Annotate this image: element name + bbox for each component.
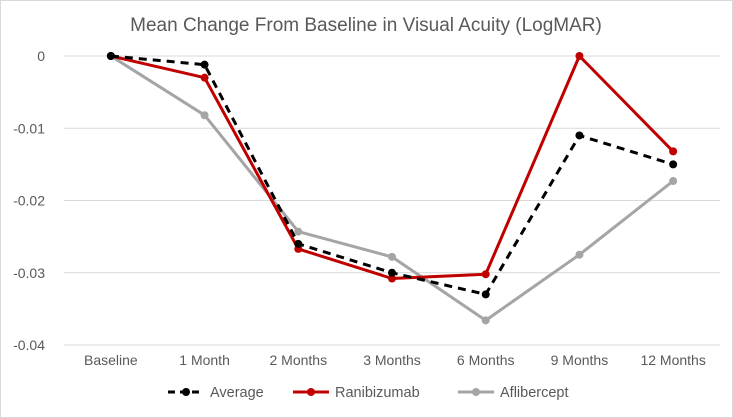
legend-item-aflibercept: Aflibercept bbox=[458, 385, 569, 401]
legend-marker bbox=[472, 388, 480, 396]
data-point bbox=[106, 52, 115, 60]
y-tick-label: 0 bbox=[37, 48, 45, 64]
data-point bbox=[575, 250, 584, 259]
data-point bbox=[481, 290, 490, 299]
legend-label: Aflibercept bbox=[500, 385, 569, 401]
x-tick-label: 3 Months bbox=[363, 352, 421, 368]
y-tick-label: -0.01 bbox=[13, 120, 45, 136]
y-tick-label: -0.03 bbox=[13, 265, 45, 281]
legend-marker bbox=[182, 388, 190, 396]
data-point bbox=[481, 270, 490, 279]
x-tick-label: 1 Month bbox=[179, 352, 230, 368]
series-aflibercept bbox=[106, 52, 678, 325]
data-point bbox=[669, 176, 678, 185]
data-point bbox=[669, 147, 678, 156]
series-line bbox=[109, 54, 675, 280]
x-tick-label: Baseline bbox=[84, 352, 138, 368]
x-tick-label: 12 Months bbox=[640, 352, 705, 368]
y-tick-label: -0.02 bbox=[13, 193, 45, 209]
data-point bbox=[388, 274, 396, 283]
data-point bbox=[575, 52, 584, 60]
series-ranibizumab bbox=[106, 52, 678, 283]
legend-item-ranibizumab: Ranibizumab bbox=[293, 385, 420, 401]
legend-marker bbox=[307, 388, 315, 396]
x-tick-label: 6 Months bbox=[457, 352, 515, 368]
y-axis-ticks: 0 -0.01 -0.02 -0.03 -0.04 bbox=[13, 48, 45, 353]
legend: Average Ranibizumab Aflibercept bbox=[168, 385, 569, 401]
data-point bbox=[669, 160, 678, 169]
x-tick-label: 2 Months bbox=[269, 352, 327, 368]
legend-label: Ranibizumab bbox=[335, 385, 420, 401]
data-point bbox=[200, 60, 209, 69]
data-point bbox=[388, 252, 396, 261]
data-point bbox=[200, 73, 209, 82]
series-lines bbox=[106, 52, 678, 325]
legend-item-average: Average bbox=[168, 385, 264, 401]
y-tick-label: -0.04 bbox=[13, 337, 45, 353]
data-point bbox=[575, 131, 584, 140]
series-average bbox=[106, 52, 678, 299]
data-point bbox=[388, 268, 396, 277]
legend-label: Average bbox=[210, 385, 264, 401]
x-axis-ticks: Baseline 1 Month 2 Months 3 Months 6 Months 9… bbox=[84, 352, 706, 368]
data-point bbox=[481, 316, 490, 325]
x-tick-label: 9 Months bbox=[551, 352, 609, 368]
data-point bbox=[200, 111, 209, 120]
gridlines bbox=[64, 55, 720, 346]
data-point bbox=[294, 239, 303, 248]
chart-title: Mean Change From Baseline in Visual Acui… bbox=[130, 15, 602, 36]
data-point bbox=[294, 227, 303, 236]
